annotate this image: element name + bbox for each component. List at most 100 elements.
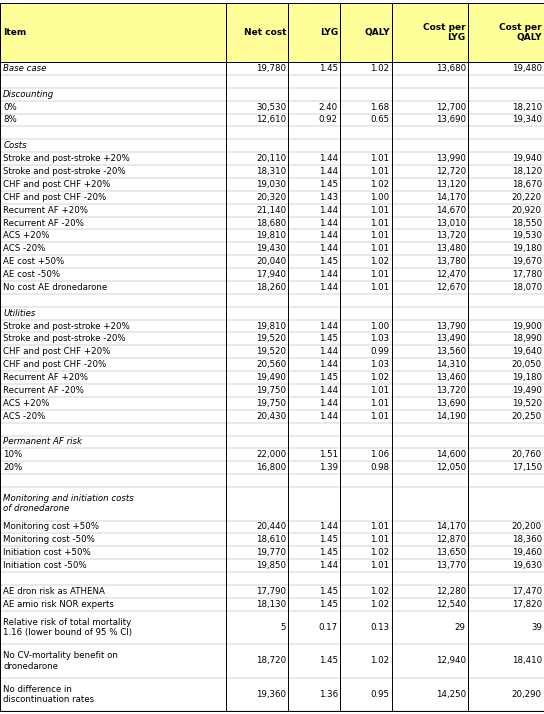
Text: 20%: 20% — [3, 463, 22, 472]
Text: 1.36: 1.36 — [319, 690, 338, 699]
Text: 18,120: 18,120 — [512, 167, 542, 176]
Text: 1.68: 1.68 — [370, 103, 390, 111]
Text: 18,550: 18,550 — [512, 218, 542, 228]
Text: 1.02: 1.02 — [370, 548, 390, 557]
Text: 1.44: 1.44 — [319, 283, 338, 292]
Text: Monitoring and initiation costs
of dronedarone: Monitoring and initiation costs of drone… — [3, 494, 134, 513]
Text: 20,760: 20,760 — [512, 451, 542, 459]
Text: Stroke and post-stroke +20%: Stroke and post-stroke +20% — [3, 321, 130, 331]
Text: 12,280: 12,280 — [436, 587, 466, 596]
Text: 13,690: 13,690 — [436, 399, 466, 408]
Text: 20,250: 20,250 — [512, 412, 542, 421]
Text: Net cost: Net cost — [244, 28, 286, 37]
Text: 1.01: 1.01 — [370, 218, 390, 228]
Text: Cost per
LYG: Cost per LYG — [423, 23, 466, 42]
Text: 1.01: 1.01 — [370, 386, 390, 395]
Text: 13,560: 13,560 — [436, 347, 466, 356]
Text: 17,820: 17,820 — [512, 600, 542, 609]
Text: 20,220: 20,220 — [512, 193, 542, 202]
Text: ACS +20%: ACS +20% — [3, 231, 50, 241]
Text: 1.44: 1.44 — [319, 206, 338, 215]
Bar — [0, 165, 544, 178]
Text: 1.44: 1.44 — [319, 523, 338, 531]
Text: 12,870: 12,870 — [436, 536, 466, 544]
Text: 12,470: 12,470 — [436, 270, 466, 279]
Text: 1.44: 1.44 — [319, 321, 338, 331]
Bar — [0, 559, 544, 572]
Text: Initiation cost -50%: Initiation cost -50% — [3, 561, 87, 570]
Text: 14,250: 14,250 — [436, 690, 466, 699]
Bar — [0, 242, 544, 255]
Text: 19,180: 19,180 — [512, 244, 542, 253]
Text: 12,940: 12,940 — [436, 656, 466, 665]
Text: 0.95: 0.95 — [370, 690, 390, 699]
Text: LYG: LYG — [320, 28, 338, 37]
Text: 1.01: 1.01 — [370, 412, 390, 421]
Text: 1.01: 1.01 — [370, 561, 390, 570]
Text: ACS +20%: ACS +20% — [3, 399, 50, 408]
Text: 13,120: 13,120 — [436, 180, 466, 189]
Text: Stroke and post-stroke -20%: Stroke and post-stroke -20% — [3, 334, 126, 343]
Bar — [0, 371, 544, 384]
Text: 19,780: 19,780 — [256, 64, 286, 73]
Text: 5: 5 — [281, 623, 286, 632]
Text: 1.39: 1.39 — [319, 463, 338, 472]
Text: 1.01: 1.01 — [370, 231, 390, 241]
Bar — [0, 598, 544, 610]
Text: 1.02: 1.02 — [370, 587, 390, 596]
Text: 19,360: 19,360 — [256, 690, 286, 699]
Text: 1.44: 1.44 — [319, 399, 338, 408]
Text: 19,750: 19,750 — [256, 386, 286, 395]
Text: 12,720: 12,720 — [436, 167, 466, 176]
Text: 1.44: 1.44 — [319, 386, 338, 395]
Text: CHF and post CHF +20%: CHF and post CHF +20% — [3, 180, 110, 189]
Text: 13,780: 13,780 — [436, 257, 466, 266]
Bar — [0, 346, 544, 358]
Text: 17,940: 17,940 — [256, 270, 286, 279]
Bar — [0, 320, 544, 333]
Text: 1.45: 1.45 — [319, 548, 338, 557]
Bar — [0, 139, 544, 152]
Text: 19,030: 19,030 — [256, 180, 286, 189]
Text: 19,940: 19,940 — [512, 154, 542, 163]
Text: 1.03: 1.03 — [370, 360, 390, 369]
Bar — [0, 114, 544, 126]
Bar — [0, 255, 544, 268]
Text: Stroke and post-stroke -20%: Stroke and post-stroke -20% — [3, 167, 126, 176]
Text: 19,900: 19,900 — [512, 321, 542, 331]
Text: 19,480: 19,480 — [512, 64, 542, 73]
Bar — [0, 178, 544, 191]
Bar — [0, 3, 544, 62]
Text: 13,720: 13,720 — [436, 386, 466, 395]
Text: 29: 29 — [455, 623, 466, 632]
Text: 20,920: 20,920 — [512, 206, 542, 215]
Text: 1.02: 1.02 — [370, 656, 390, 665]
Text: 17,780: 17,780 — [512, 270, 542, 279]
Text: 12,050: 12,050 — [436, 463, 466, 472]
Bar — [0, 397, 544, 410]
Text: 18,610: 18,610 — [256, 536, 286, 544]
Text: 12,670: 12,670 — [436, 283, 466, 292]
Text: 1.01: 1.01 — [370, 399, 390, 408]
Text: 1.45: 1.45 — [319, 180, 338, 189]
Bar — [0, 88, 544, 101]
Text: 1.01: 1.01 — [370, 206, 390, 215]
Text: 13,650: 13,650 — [436, 548, 466, 557]
Bar — [0, 101, 544, 114]
Text: 1.44: 1.44 — [319, 412, 338, 421]
Text: 1.45: 1.45 — [319, 656, 338, 665]
Text: 1.00: 1.00 — [370, 193, 390, 202]
Text: 1.44: 1.44 — [319, 231, 338, 241]
Text: 13,680: 13,680 — [436, 64, 466, 73]
Text: 19,490: 19,490 — [512, 386, 542, 395]
Text: 18,130: 18,130 — [256, 600, 286, 609]
Text: 21,140: 21,140 — [256, 206, 286, 215]
Text: Recurrent AF -20%: Recurrent AF -20% — [3, 386, 84, 395]
Text: 19,670: 19,670 — [512, 257, 542, 266]
Text: 18,310: 18,310 — [256, 167, 286, 176]
Text: 1.02: 1.02 — [370, 180, 390, 189]
Text: 1.45: 1.45 — [319, 587, 338, 596]
Text: 14,310: 14,310 — [436, 360, 466, 369]
Text: 1.44: 1.44 — [319, 154, 338, 163]
Text: 1.45: 1.45 — [319, 257, 338, 266]
